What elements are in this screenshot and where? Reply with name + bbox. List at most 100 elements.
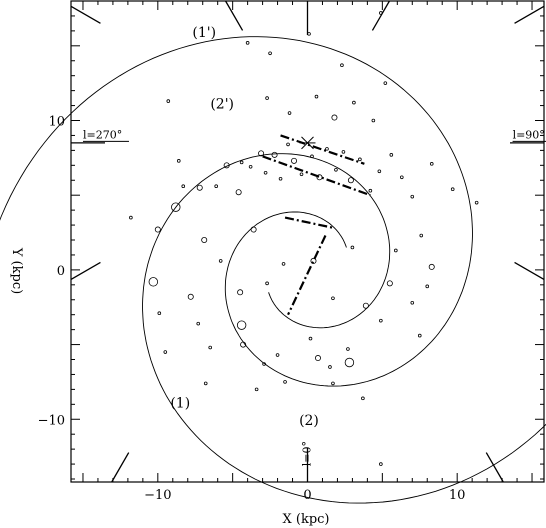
- source-point-56: [196, 321, 201, 326]
- source-point-2: [166, 99, 171, 103]
- source-point-30: [429, 162, 434, 166]
- source-point-22: [341, 150, 346, 154]
- arm-label: (2): [299, 413, 319, 429]
- source-point-73: [425, 284, 430, 289]
- plot-frame: [70, 0, 545, 483]
- source-point-39: [245, 41, 250, 45]
- source-point-35: [314, 94, 319, 99]
- longitude-label: l=90°: [513, 128, 545, 141]
- source-point-50: [265, 281, 269, 286]
- source-point-54: [163, 350, 168, 354]
- source-point-41: [307, 32, 311, 36]
- source-point-34: [287, 111, 292, 115]
- longitude-tick-300: [485, 452, 504, 483]
- source-point-62: [283, 380, 287, 384]
- tick-labels: −10 0 10 −10 0 10: [38, 115, 466, 503]
- source-point-52: [148, 277, 159, 287]
- source-point-15: [286, 142, 290, 147]
- source-point-75: [419, 233, 424, 238]
- source-point-42: [340, 63, 344, 68]
- source-point-47: [201, 237, 208, 244]
- x-tick-label: 10: [449, 488, 466, 503]
- y-tick-label: 10: [48, 115, 65, 130]
- source-point-46: [171, 202, 181, 212]
- longitude-tick-150: [70, 5, 101, 24]
- source-point-20: [325, 147, 329, 151]
- source-point-31: [450, 187, 455, 192]
- source-point-32: [474, 200, 479, 205]
- x-tick-label: −10: [144, 488, 171, 503]
- source-point-29: [410, 194, 415, 199]
- source-point-60: [240, 341, 247, 348]
- longitude-tick-210: [70, 261, 101, 281]
- source-point-55: [187, 293, 194, 300]
- source-point-78: [350, 245, 355, 250]
- source-point-14: [278, 176, 283, 181]
- source-point-69: [386, 280, 393, 287]
- source-point-51: [281, 262, 286, 266]
- source-point-7: [223, 162, 230, 169]
- source-point-49: [250, 226, 257, 233]
- x-axis-label: X (kpc): [282, 512, 329, 527]
- source-point-79: [308, 336, 313, 341]
- source-point-53: [157, 311, 162, 316]
- sun-marker-d2: [301, 136, 314, 150]
- radial-ticks: [70, 0, 545, 483]
- source-point-8: [235, 189, 242, 196]
- y-tick-label: 0: [57, 264, 65, 279]
- source-point-65: [346, 347, 350, 351]
- source-point-84: [275, 353, 280, 357]
- source-point-16: [291, 157, 298, 164]
- arm-label: (1'): [192, 25, 216, 41]
- y-tick-label: −10: [38, 413, 65, 428]
- sun-marker: [299, 136, 316, 150]
- source-point-66: [344, 357, 355, 368]
- longitude-tick-120: [225, 0, 244, 31]
- dashed-segment-2: [262, 155, 371, 197]
- source-points: [129, 11, 479, 466]
- longitude-label: l=270°: [83, 128, 122, 141]
- source-point-72: [417, 333, 422, 338]
- x-tick-label: 0: [303, 488, 311, 503]
- longitude-labels: l=270° l=90° l=0°: [82, 128, 546, 466]
- source-point-44: [379, 11, 383, 15]
- spiral-arm-2: [0, 36, 473, 387]
- y-axis-label: Y (kpc): [9, 247, 24, 294]
- source-point-4: [181, 184, 186, 189]
- spiral-arm-1: [142, 153, 546, 504]
- source-point-37: [352, 100, 356, 105]
- source-point-70: [394, 248, 398, 253]
- source-point-80: [331, 381, 335, 386]
- source-point-48: [218, 259, 223, 263]
- source-point-6: [214, 184, 218, 189]
- axis-ticks: [71, 0, 544, 482]
- source-point-13: [271, 151, 278, 158]
- source-point-40: [268, 51, 272, 56]
- source-point-61: [262, 362, 266, 366]
- source-point-38: [371, 118, 376, 123]
- source-point-1: [129, 215, 133, 220]
- source-point-59: [236, 320, 247, 330]
- source-point-21: [334, 167, 338, 172]
- longitude-tick-30: [514, 5, 545, 24]
- arm-label: (2'): [210, 97, 234, 113]
- source-point-24: [358, 157, 362, 162]
- arm-label: (1): [170, 395, 190, 411]
- longitude-tick-240: [111, 452, 130, 483]
- spiral-arms: [0, 36, 546, 504]
- source-point-57: [208, 345, 213, 350]
- source-point-10: [248, 165, 253, 169]
- longitude-tick-60: [371, 0, 390, 31]
- source-point-23: [347, 177, 354, 184]
- source-point-3: [176, 159, 181, 163]
- source-point-58: [237, 289, 244, 296]
- source-point-71: [410, 300, 415, 305]
- source-point-27: [389, 153, 394, 157]
- source-point-26: [377, 169, 382, 174]
- source-point-67: [362, 302, 369, 309]
- source-point-74: [428, 263, 435, 270]
- dashed-segments: [262, 134, 371, 316]
- source-point-25: [368, 188, 373, 193]
- source-point-18: [310, 154, 314, 159]
